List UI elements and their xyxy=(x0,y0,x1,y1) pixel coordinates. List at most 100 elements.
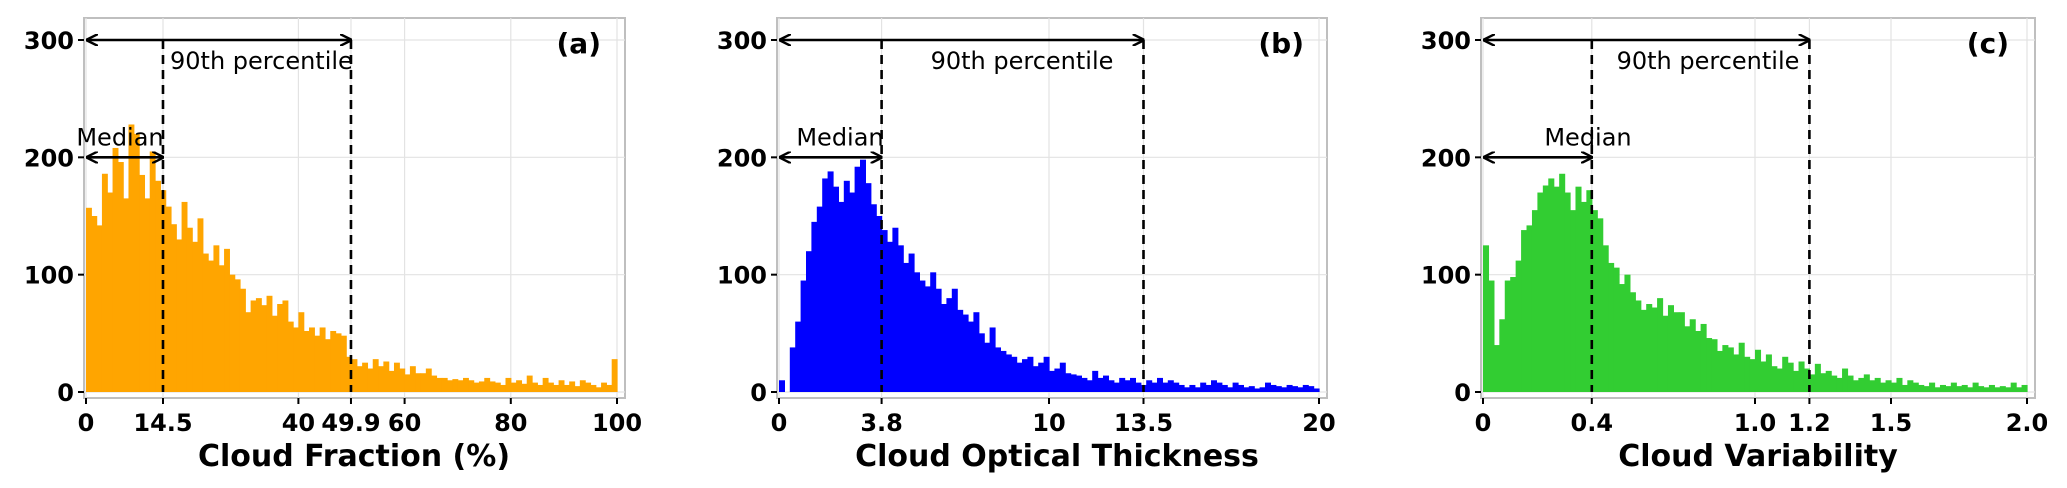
panel-a: (a) Cloud Fraction (%) 0 100 200 300 0 14.5 40… xyxy=(24,17,642,474)
x-tick-label: 1.0 xyxy=(1734,409,1777,437)
histogram-bar xyxy=(563,384,570,392)
histogram-bar xyxy=(833,186,839,392)
histogram-bar xyxy=(1635,300,1642,392)
histogram-bar xyxy=(1842,368,1849,392)
histogram-bar xyxy=(1760,361,1767,392)
histogram-bar xyxy=(1673,312,1680,392)
histogram-bar xyxy=(356,366,363,392)
histogram-bar xyxy=(287,321,294,392)
histogram-bar xyxy=(208,260,215,392)
histogram-bar xyxy=(1771,366,1778,392)
histogram-bar xyxy=(330,330,337,392)
histogram-bar xyxy=(989,327,996,392)
histogram-bar xyxy=(415,373,422,392)
histogram-bar xyxy=(1716,350,1723,392)
histogram-bar xyxy=(1032,366,1039,392)
panel-c-xlabel: Cloud Variability xyxy=(1618,439,1898,474)
histogram-bar xyxy=(1515,260,1522,392)
histogram-bar xyxy=(532,382,538,392)
histogram-bar xyxy=(1929,382,1936,392)
x-tick-label: 40 xyxy=(282,409,315,437)
histogram-bar xyxy=(816,206,823,392)
histogram-bar xyxy=(1629,292,1636,392)
histogram-bar xyxy=(1657,298,1664,392)
histogram-bar xyxy=(1488,280,1495,392)
histogram-bar xyxy=(1988,384,1995,392)
histogram-bar xyxy=(298,312,305,392)
histogram-bar xyxy=(876,216,883,392)
histogram-bar xyxy=(457,380,464,392)
y-tick-label: 200 xyxy=(717,144,767,172)
histogram-bar xyxy=(250,300,257,392)
y-tick-label: 200 xyxy=(1421,144,1471,172)
histogram-bar xyxy=(903,262,910,392)
x-tick-label: 14.5 xyxy=(133,409,192,437)
histogram-bar xyxy=(176,239,183,392)
histogram-bar xyxy=(789,347,796,392)
histogram-bar xyxy=(946,298,953,392)
histogram-bar xyxy=(1011,356,1018,392)
histogram-bar xyxy=(1945,386,1952,392)
histogram-bar xyxy=(1907,380,1914,392)
histogram-bar xyxy=(1586,190,1593,392)
y-tick-label: 0 xyxy=(57,379,74,407)
x-tick-label: 13.5 xyxy=(1114,409,1173,437)
histogram-bar xyxy=(447,380,453,392)
histogram-bar xyxy=(1313,388,1320,392)
histogram-bar xyxy=(494,382,501,392)
histogram-bar xyxy=(1722,345,1729,392)
histogram-bar xyxy=(1205,384,1212,392)
histogram-bar xyxy=(165,206,172,392)
histogram-bar xyxy=(995,347,1001,392)
histogram-bar xyxy=(1608,262,1615,392)
histogram-bar xyxy=(266,295,273,392)
histogram-bar xyxy=(811,221,818,392)
median-label: Median xyxy=(796,123,883,151)
panel-b: (b) Cloud Optical Thickness 0 100 200 300 0 3… xyxy=(717,17,1336,474)
x-tick-label: 60 xyxy=(388,409,421,437)
histogram-bar xyxy=(1847,375,1854,392)
histogram-bar xyxy=(1559,173,1566,392)
histogram-bar xyxy=(319,327,326,392)
histogram-bar xyxy=(978,333,985,392)
histogram-bar xyxy=(526,375,533,392)
panel-c: (c) Cloud Variability 0 100 200 300 0 0.4 1.0 1… xyxy=(1421,17,2049,474)
p90-label: 90th percentile xyxy=(931,47,1114,75)
histogram-bar xyxy=(553,384,560,392)
histogram-bar xyxy=(393,362,400,392)
histogram-bar xyxy=(1022,359,1028,392)
histogram-bars xyxy=(1483,173,2028,392)
histogram-bar xyxy=(170,224,177,392)
histogram-bar xyxy=(510,382,517,392)
histogram-bar xyxy=(843,180,850,392)
x-tick-label: 2.0 xyxy=(2006,409,2049,437)
histogram-bar xyxy=(367,368,374,392)
histogram-bar xyxy=(516,380,523,392)
panel-b-xlabel: Cloud Optical Thickness xyxy=(855,439,1259,474)
histogram-bar xyxy=(309,327,315,392)
histogram-bar xyxy=(133,133,140,392)
histogram-bar xyxy=(1542,185,1549,392)
y-tick-label: 300 xyxy=(1421,27,1471,55)
histogram-bar xyxy=(1499,319,1506,392)
median-label: Median xyxy=(1544,123,1631,151)
histogram-bar xyxy=(1553,186,1560,392)
histogram-bar xyxy=(1918,384,1925,392)
histogram-bar xyxy=(962,314,969,392)
histogram-bar xyxy=(101,173,108,392)
histogram-bar xyxy=(1049,370,1055,392)
histogram-bar xyxy=(1700,323,1707,392)
histogram-bar xyxy=(1027,356,1034,392)
histogram-bar xyxy=(1038,362,1045,392)
histogram-bar xyxy=(1793,370,1800,392)
histogram-bar xyxy=(383,361,390,392)
histogram-bar xyxy=(1308,386,1315,392)
histogram-bar xyxy=(261,305,268,392)
histogram-bar xyxy=(1646,304,1653,392)
histogram-bar xyxy=(1787,362,1794,392)
histogram-bar xyxy=(346,356,353,392)
histogram-bar xyxy=(542,377,549,392)
histogram-bar xyxy=(1564,192,1571,392)
histogram-bar xyxy=(409,366,416,392)
x-tick-label: 0 xyxy=(1475,409,1492,437)
